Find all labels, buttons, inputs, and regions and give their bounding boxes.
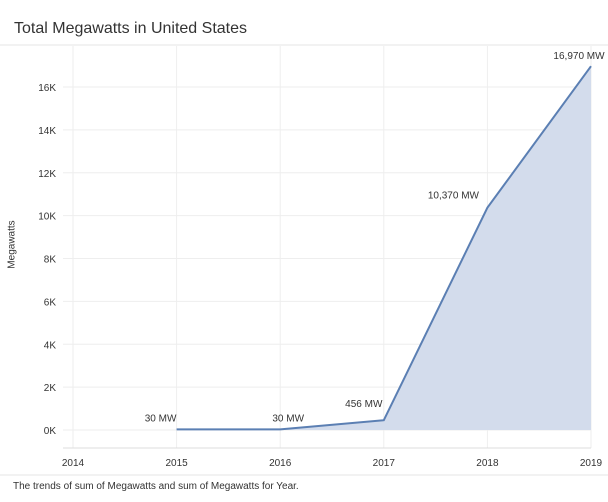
y-tick-label: 14K xyxy=(38,126,56,137)
y-tick-label: 12K xyxy=(38,169,56,180)
x-tick-label: 2014 xyxy=(62,458,85,469)
y-tick-label: 10K xyxy=(38,212,56,223)
x-tick-label: 2016 xyxy=(269,458,292,469)
data-label: 456 MW xyxy=(345,399,383,410)
y-tick-label: 2K xyxy=(44,383,57,394)
x-tick-label: 2017 xyxy=(373,458,396,469)
data-label: 30 MW xyxy=(272,413,304,424)
y-tick-label: 8K xyxy=(44,255,57,266)
x-tick-label: 2018 xyxy=(476,458,499,469)
x-tick-label: 2015 xyxy=(165,458,188,469)
chart-caption: The trends of sum of Megawatts and sum o… xyxy=(13,481,299,492)
y-tick-label: 4K xyxy=(44,340,57,351)
y-tick-label: 0K xyxy=(44,426,57,437)
data-label: 10,370 MW xyxy=(428,191,480,202)
data-label: 30 MW xyxy=(145,413,177,424)
y-axis-title: Megawatts xyxy=(7,205,18,285)
y-tick-label: 16K xyxy=(38,83,56,94)
data-label: 16,970 MW xyxy=(553,51,605,62)
y-tick-label: 6K xyxy=(44,297,57,308)
x-tick-label: 2019 xyxy=(580,458,603,469)
